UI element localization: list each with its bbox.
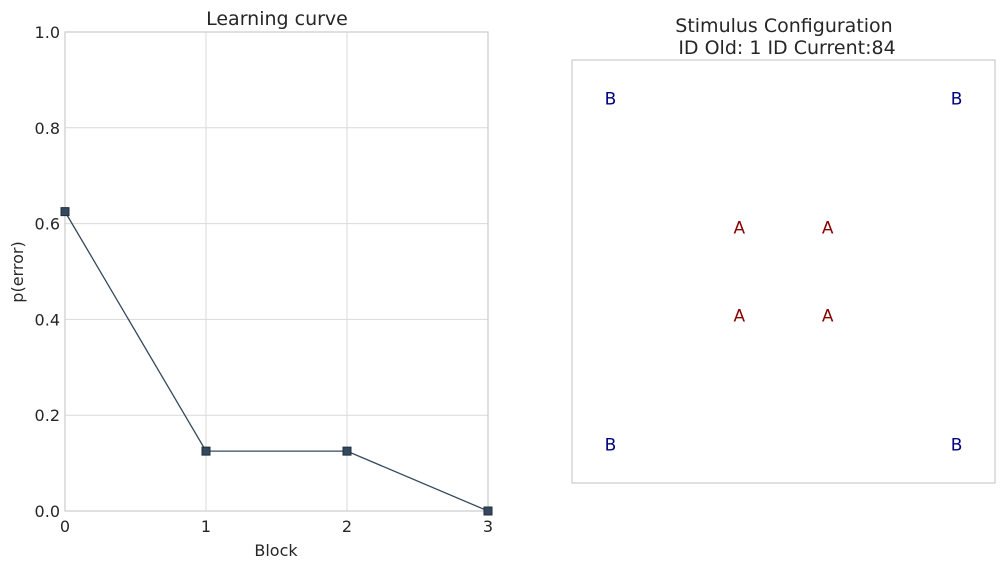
learning-curve-grid <box>64 31 489 512</box>
learning-curve-chart: Learning curve 0 1 2 3 0.0 0.2 0.4 0.6 0.8 1.0 B… <box>8 8 493 560</box>
stimulus-point-b: B <box>605 436 617 456</box>
learning-curve-frame <box>64 31 489 512</box>
stimulus-points: B B A A A A B B <box>605 89 963 455</box>
learning-curve-title: Learning curve <box>206 8 348 30</box>
y-tick-label: 0.8 <box>35 119 60 138</box>
y-tick-label: 0.2 <box>35 406 60 425</box>
x-tick-label: 2 <box>342 517 352 536</box>
stimulus-title-line1: Stimulus Configuration <box>675 15 892 37</box>
x-tick-label: 1 <box>201 517 211 536</box>
y-axis-label: p(error) <box>8 241 27 302</box>
stimulus-configuration-chart: Stimulus Configuration ID Old: 1 ID Curr… <box>571 15 996 484</box>
stimulus-point-a: A <box>733 307 745 327</box>
stimulus-frame <box>571 59 996 484</box>
y-tick-label: 0.4 <box>35 310 60 329</box>
y-tick-label: 0.0 <box>35 502 60 521</box>
y-tick-label: 1.0 <box>35 23 60 42</box>
stimulus-point-b: B <box>951 436 963 456</box>
y-tick-labels: 0.0 0.2 0.4 0.6 0.8 1.0 <box>35 23 60 521</box>
stimulus-point-a: A <box>822 218 834 238</box>
stimulus-point-a: A <box>822 307 834 327</box>
y-tick-label: 0.6 <box>35 215 60 234</box>
x-tick-label: 3 <box>483 517 493 536</box>
error-series <box>60 207 493 516</box>
stimulus-point-b: B <box>951 89 963 109</box>
x-tick-labels: 0 1 2 3 <box>60 517 493 536</box>
data-point <box>342 446 352 456</box>
x-tick-label: 0 <box>60 517 70 536</box>
x-axis-label: Block <box>254 541 298 560</box>
stimulus-point-b: B <box>605 89 617 109</box>
data-point <box>483 506 493 516</box>
stimulus-title-line2: ID Old: 1 ID Current:84 <box>678 37 895 59</box>
data-point <box>60 207 70 217</box>
error-line <box>64 211 489 512</box>
stimulus-point-a: A <box>733 218 745 238</box>
data-point <box>201 446 211 456</box>
